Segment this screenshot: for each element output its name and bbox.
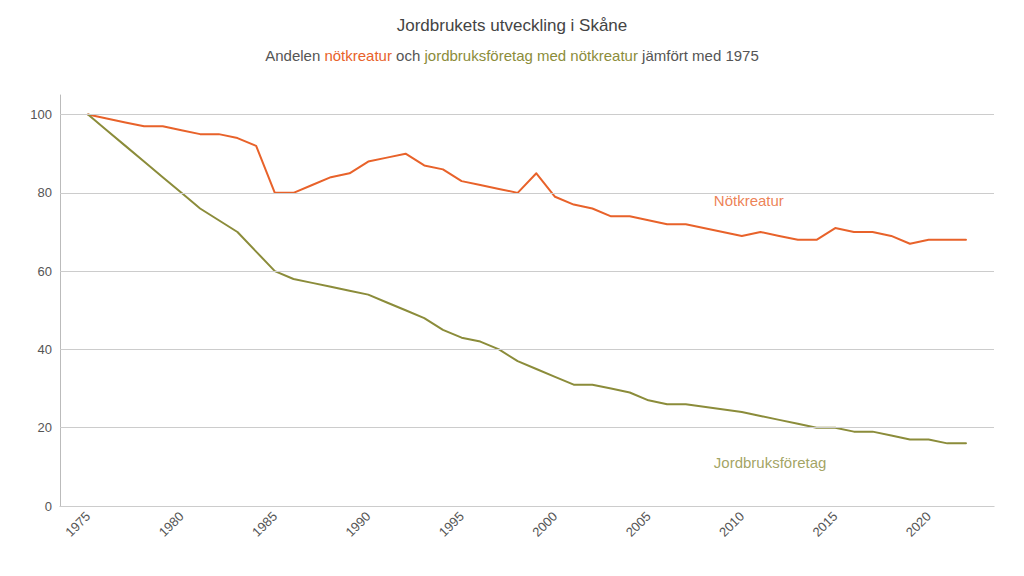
svg-text:1990: 1990 [342, 509, 373, 540]
svg-text:20: 20 [38, 420, 52, 435]
svg-text:nötkreatur: nötkreatur [324, 47, 392, 64]
svg-text:1985: 1985 [249, 509, 280, 540]
svg-text:jämfört med 1975: jämfört med 1975 [638, 47, 759, 64]
svg-text:2005: 2005 [623, 509, 654, 540]
svg-text:2020: 2020 [903, 509, 934, 540]
svg-text:jordbruksföretag med nötkreatu: jordbruksföretag med nötkreatur [423, 47, 637, 64]
svg-text:1995: 1995 [436, 509, 467, 540]
svg-text:och: och [392, 47, 425, 64]
svg-text:0: 0 [45, 499, 52, 514]
svg-text:2015: 2015 [809, 509, 840, 540]
svg-text:100: 100 [30, 107, 52, 122]
svg-text:Andelen: Andelen [265, 47, 324, 64]
svg-text:80: 80 [38, 185, 52, 200]
svg-text:Jordbruksföretag: Jordbruksföretag [714, 454, 827, 471]
svg-text:60: 60 [38, 264, 52, 279]
svg-text:2000: 2000 [529, 509, 560, 540]
svg-text:1975: 1975 [62, 509, 93, 540]
svg-text:Jordbrukets utveckling i Skåne: Jordbrukets utveckling i Skåne [397, 16, 628, 35]
svg-text:1980: 1980 [156, 509, 187, 540]
svg-text:Nötkreatur: Nötkreatur [714, 192, 784, 209]
svg-text:40: 40 [38, 342, 52, 357]
svg-text:2010: 2010 [716, 509, 747, 540]
